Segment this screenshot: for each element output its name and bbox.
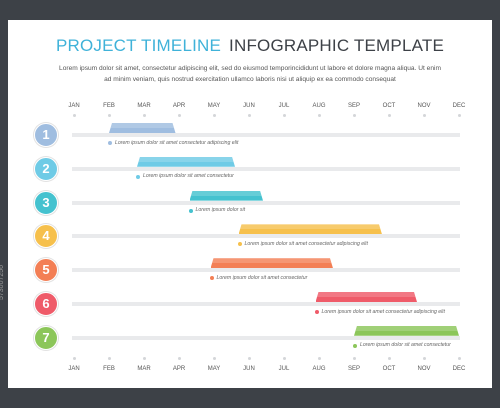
month-label-top: MAR (137, 103, 151, 109)
month-label-bottom: OCT (382, 366, 396, 372)
month-tick-bottom (142, 357, 146, 360)
task-label: Lorem ipsum dolor sit amet consectetur (360, 342, 451, 349)
month-tick-top (212, 114, 216, 117)
month-label-top: MAY (207, 103, 221, 109)
month-label-bottom: NOV (417, 366, 431, 372)
task-bar[interactable] (109, 123, 176, 133)
month-label-bottom: FEB (103, 366, 115, 372)
task-bar-highlight (137, 157, 235, 162)
month-label-bottom: APR (172, 366, 186, 372)
month-tick-bottom (212, 357, 216, 360)
task-bar[interactable] (190, 191, 264, 201)
month-label-bottom: MAR (137, 366, 151, 372)
task-bar[interactable] (316, 292, 418, 302)
month-tick-bottom (422, 357, 426, 360)
task-bar-highlight (109, 123, 176, 128)
month-tick-bottom (457, 357, 461, 360)
task-marker-dot (136, 174, 140, 179)
title-highlight: PROJECT TIMELINE (55, 36, 222, 55)
month-tick-top (422, 114, 426, 117)
task-marker-dot (209, 276, 214, 281)
task-marker-dot (237, 242, 242, 247)
timeline-track (72, 133, 460, 137)
month-tick-bottom (317, 357, 321, 360)
step-number-badge: 2 (34, 156, 58, 181)
month-label-bottom: DEC (452, 366, 466, 372)
month-label-top: JUL (278, 103, 290, 109)
task-bar-highlight (316, 292, 418, 297)
step-number-badge: 1 (34, 123, 58, 147)
step-number-badge: 7 (34, 325, 58, 350)
task-bar[interactable] (137, 157, 235, 167)
month-tick-top (317, 114, 321, 117)
task-bar-highlight (211, 258, 334, 263)
task-label: Lorem ipsum dolor sit (195, 207, 246, 214)
month-label-top: NOV (417, 103, 431, 109)
month-label-top: SEP (347, 103, 360, 109)
month-tick-bottom (177, 357, 181, 360)
month-tick-top (282, 114, 286, 117)
task-label: Lorem ipsum dolor sit amet consectetur a… (321, 308, 445, 315)
step-number-badge: 6 (34, 292, 58, 316)
timeline-track (72, 302, 460, 306)
task-bar[interactable] (239, 224, 383, 234)
timeline-track (72, 166, 460, 171)
month-tick-top (72, 114, 76, 117)
month-tick-bottom (282, 357, 286, 360)
month-label-top: JUN (243, 103, 255, 109)
month-tick-bottom (352, 357, 356, 360)
timeline-track (72, 268, 460, 273)
month-tick-top (107, 114, 111, 117)
month-tick-top (352, 114, 356, 117)
month-label-top: AUG (312, 103, 326, 109)
month-label-bottom: SEP (347, 366, 360, 372)
month-label-bottom: AUG (312, 366, 326, 372)
task-marker-dot (314, 310, 319, 314)
month-label-top: DEC (452, 103, 466, 109)
month-label-top: APR (172, 103, 186, 109)
step-number-badge: 5 (34, 258, 58, 283)
task-marker-dot (188, 208, 193, 213)
task-bar-highlight (354, 326, 459, 331)
month-tick-bottom (107, 357, 111, 360)
month-tick-top (177, 114, 181, 117)
task-bar-highlight (190, 191, 264, 196)
stock-id-watermark: 573007256 (0, 264, 5, 300)
task-marker-dot (353, 343, 357, 348)
month-label-bottom: JAN (68, 366, 80, 372)
month-tick-bottom (247, 357, 251, 360)
timeline-track (72, 234, 460, 239)
task-marker-dot (108, 141, 112, 145)
month-tick-top (457, 114, 461, 117)
task-bar-highlight (239, 224, 383, 229)
task-bar[interactable] (354, 326, 459, 336)
infographic-card: PROJECT TIMELINE INFOGRAPHIC TEMPLATE Lor… (8, 20, 492, 388)
task-label: Lorem ipsum dolor sit amet consectetur a… (244, 240, 368, 247)
page-title: PROJECT TIMELINE INFOGRAPHIC TEMPLATE (8, 36, 492, 56)
task-bar[interactable] (211, 258, 334, 268)
step-number-badge: 4 (34, 224, 58, 249)
description-text: Lorem ipsum dolor sit amet, consectetur … (59, 65, 441, 83)
task-label: Lorem ipsum dolor sit amet consectetur (143, 173, 234, 180)
month-tick-top (247, 114, 251, 117)
month-tick-bottom (387, 357, 391, 360)
task-label: Lorem ipsum dolor sit amet consectetur (216, 274, 308, 281)
month-tick-top (142, 114, 146, 117)
step-number-badge: 3 (34, 190, 58, 215)
month-label-top: FEB (103, 103, 115, 109)
month-tick-bottom (72, 357, 76, 360)
task-label: Lorem ipsum dolor sit amet consectetur a… (115, 139, 239, 146)
month-label-top: OCT (382, 103, 396, 109)
month-label-top: JAN (68, 103, 80, 109)
month-label-bottom: MAY (207, 366, 221, 372)
title-rest: INFOGRAPHIC TEMPLATE (229, 36, 445, 55)
timeline-track (72, 200, 460, 205)
month-label-bottom: JUL (278, 366, 290, 372)
timeline-track (72, 335, 460, 340)
month-tick-top (387, 114, 391, 117)
month-label-bottom: JUN (243, 366, 255, 372)
